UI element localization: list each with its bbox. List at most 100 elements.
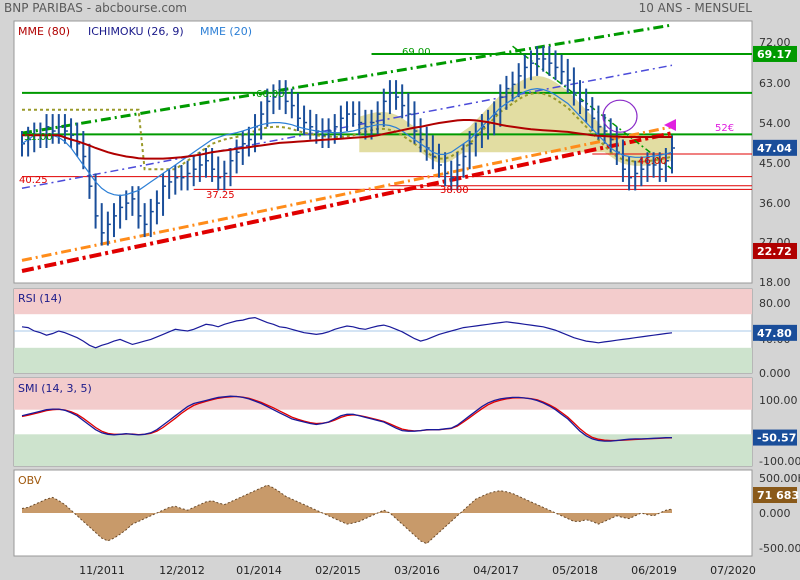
candle [572, 67, 577, 106]
rsi-value-tag-label: 47.80 [757, 327, 792, 340]
trendline-green-upper [21, 23, 673, 135]
legend-item: MME (20) [200, 25, 252, 38]
price-ytick: 54.00 [759, 117, 791, 130]
candle [168, 169, 173, 199]
candle [370, 109, 375, 140]
candle [407, 92, 412, 127]
candle [395, 80, 400, 110]
candle [198, 152, 203, 182]
candle [57, 114, 62, 144]
candle [131, 186, 136, 216]
candle [45, 114, 50, 148]
candle [63, 114, 68, 144]
legend-item: ICHIMOKU (26, 9) [88, 25, 184, 38]
candle [235, 139, 240, 174]
candle [278, 80, 283, 110]
candle [290, 88, 295, 119]
candle [112, 203, 117, 238]
obv-ytick: 500.00K [759, 472, 800, 485]
candle [585, 88, 590, 123]
candle [309, 109, 314, 140]
candle [149, 198, 154, 238]
candle [88, 143, 93, 199]
obv-area [22, 485, 672, 544]
header-period: 10 ANS - MENSUEL [638, 1, 752, 15]
price-ytick: 18.00 [759, 276, 791, 289]
candle [296, 92, 301, 132]
annotation-label: 37.25 [206, 190, 235, 201]
candle [382, 88, 387, 127]
candle [106, 211, 111, 246]
candle [321, 118, 326, 148]
smi-value-tag-bg [753, 429, 797, 446]
candle [247, 126, 252, 157]
candle [143, 203, 148, 238]
annotation-label: 46.00 [638, 156, 667, 167]
obv-value-tag: 71 683 [753, 487, 799, 504]
obv-line [21, 484, 673, 545]
annotation-label: 51.00 [24, 132, 53, 143]
rsi-line [21, 316, 673, 349]
annotation-label: 40.25 [19, 175, 48, 186]
candle [51, 114, 56, 144]
candle [419, 118, 424, 153]
obv-value-tag-bg [753, 487, 797, 504]
candle [597, 105, 602, 140]
candle [591, 97, 596, 132]
candle [272, 84, 277, 115]
candle [517, 63, 522, 98]
candle [609, 118, 614, 153]
price-value-tag-label: 22.72 [757, 245, 792, 258]
candle [499, 84, 504, 127]
annotation-label: 52€ [715, 123, 734, 134]
candle [511, 71, 516, 102]
obv-ytick: -500.00K [759, 542, 800, 555]
smi-line [21, 395, 673, 442]
candle [413, 101, 418, 144]
smi-ytick: -100.00 [759, 455, 800, 468]
candle [125, 190, 130, 221]
candle [579, 80, 584, 115]
rsi-oversold-zone [14, 347, 752, 373]
price-value-tag-label: 47.04 [757, 142, 792, 155]
candle [162, 173, 167, 216]
x-axis-label: 06/2019 [631, 564, 677, 577]
ichimoku-line [22, 91, 673, 171]
candle [560, 54, 565, 85]
x-axis-label: 02/2015 [315, 564, 361, 577]
price-value-tag: 22.72 [753, 242, 797, 259]
x-axis-label: 11/2011 [79, 564, 125, 577]
price-value-tag-bg [753, 139, 797, 156]
candle [536, 46, 541, 76]
smi-title: SMI (14, 3, 5) [18, 382, 92, 395]
x-axis-label: 05/2018 [552, 564, 598, 577]
obv-title: OBV [18, 474, 42, 487]
candle [529, 50, 534, 81]
candle [628, 156, 633, 191]
smi-value-tag-label: -50.57 [757, 432, 796, 445]
candle [223, 160, 228, 191]
mme20-line [21, 87, 673, 197]
rsi-value-tag-bg [753, 324, 797, 341]
price-ytick: 45.00 [759, 157, 791, 170]
rsi-value-tag: 47.80 [753, 324, 797, 341]
candle [671, 135, 675, 174]
candle [401, 84, 406, 119]
candle [456, 152, 461, 191]
mme80-line [22, 119, 672, 160]
candle [211, 148, 216, 182]
price-ytick: 72.00 [759, 36, 791, 49]
highlight-circle [602, 99, 638, 133]
price-ytick: 63.00 [759, 77, 791, 90]
smi-ytick: 100.00 [759, 394, 798, 407]
annotation-label: 38.00 [440, 185, 469, 196]
x-axis-label: 03/2016 [394, 564, 440, 577]
rsi-overbought-zone [14, 289, 752, 315]
price-value-tag: 69.17 [753, 45, 797, 62]
price-value-tag-bg [753, 45, 797, 62]
x-axis-label: 07/2020 [710, 564, 756, 577]
price-ytick: 36.00 [759, 197, 791, 210]
obv-ytick: 0.000 [759, 507, 791, 520]
candle [174, 164, 179, 195]
